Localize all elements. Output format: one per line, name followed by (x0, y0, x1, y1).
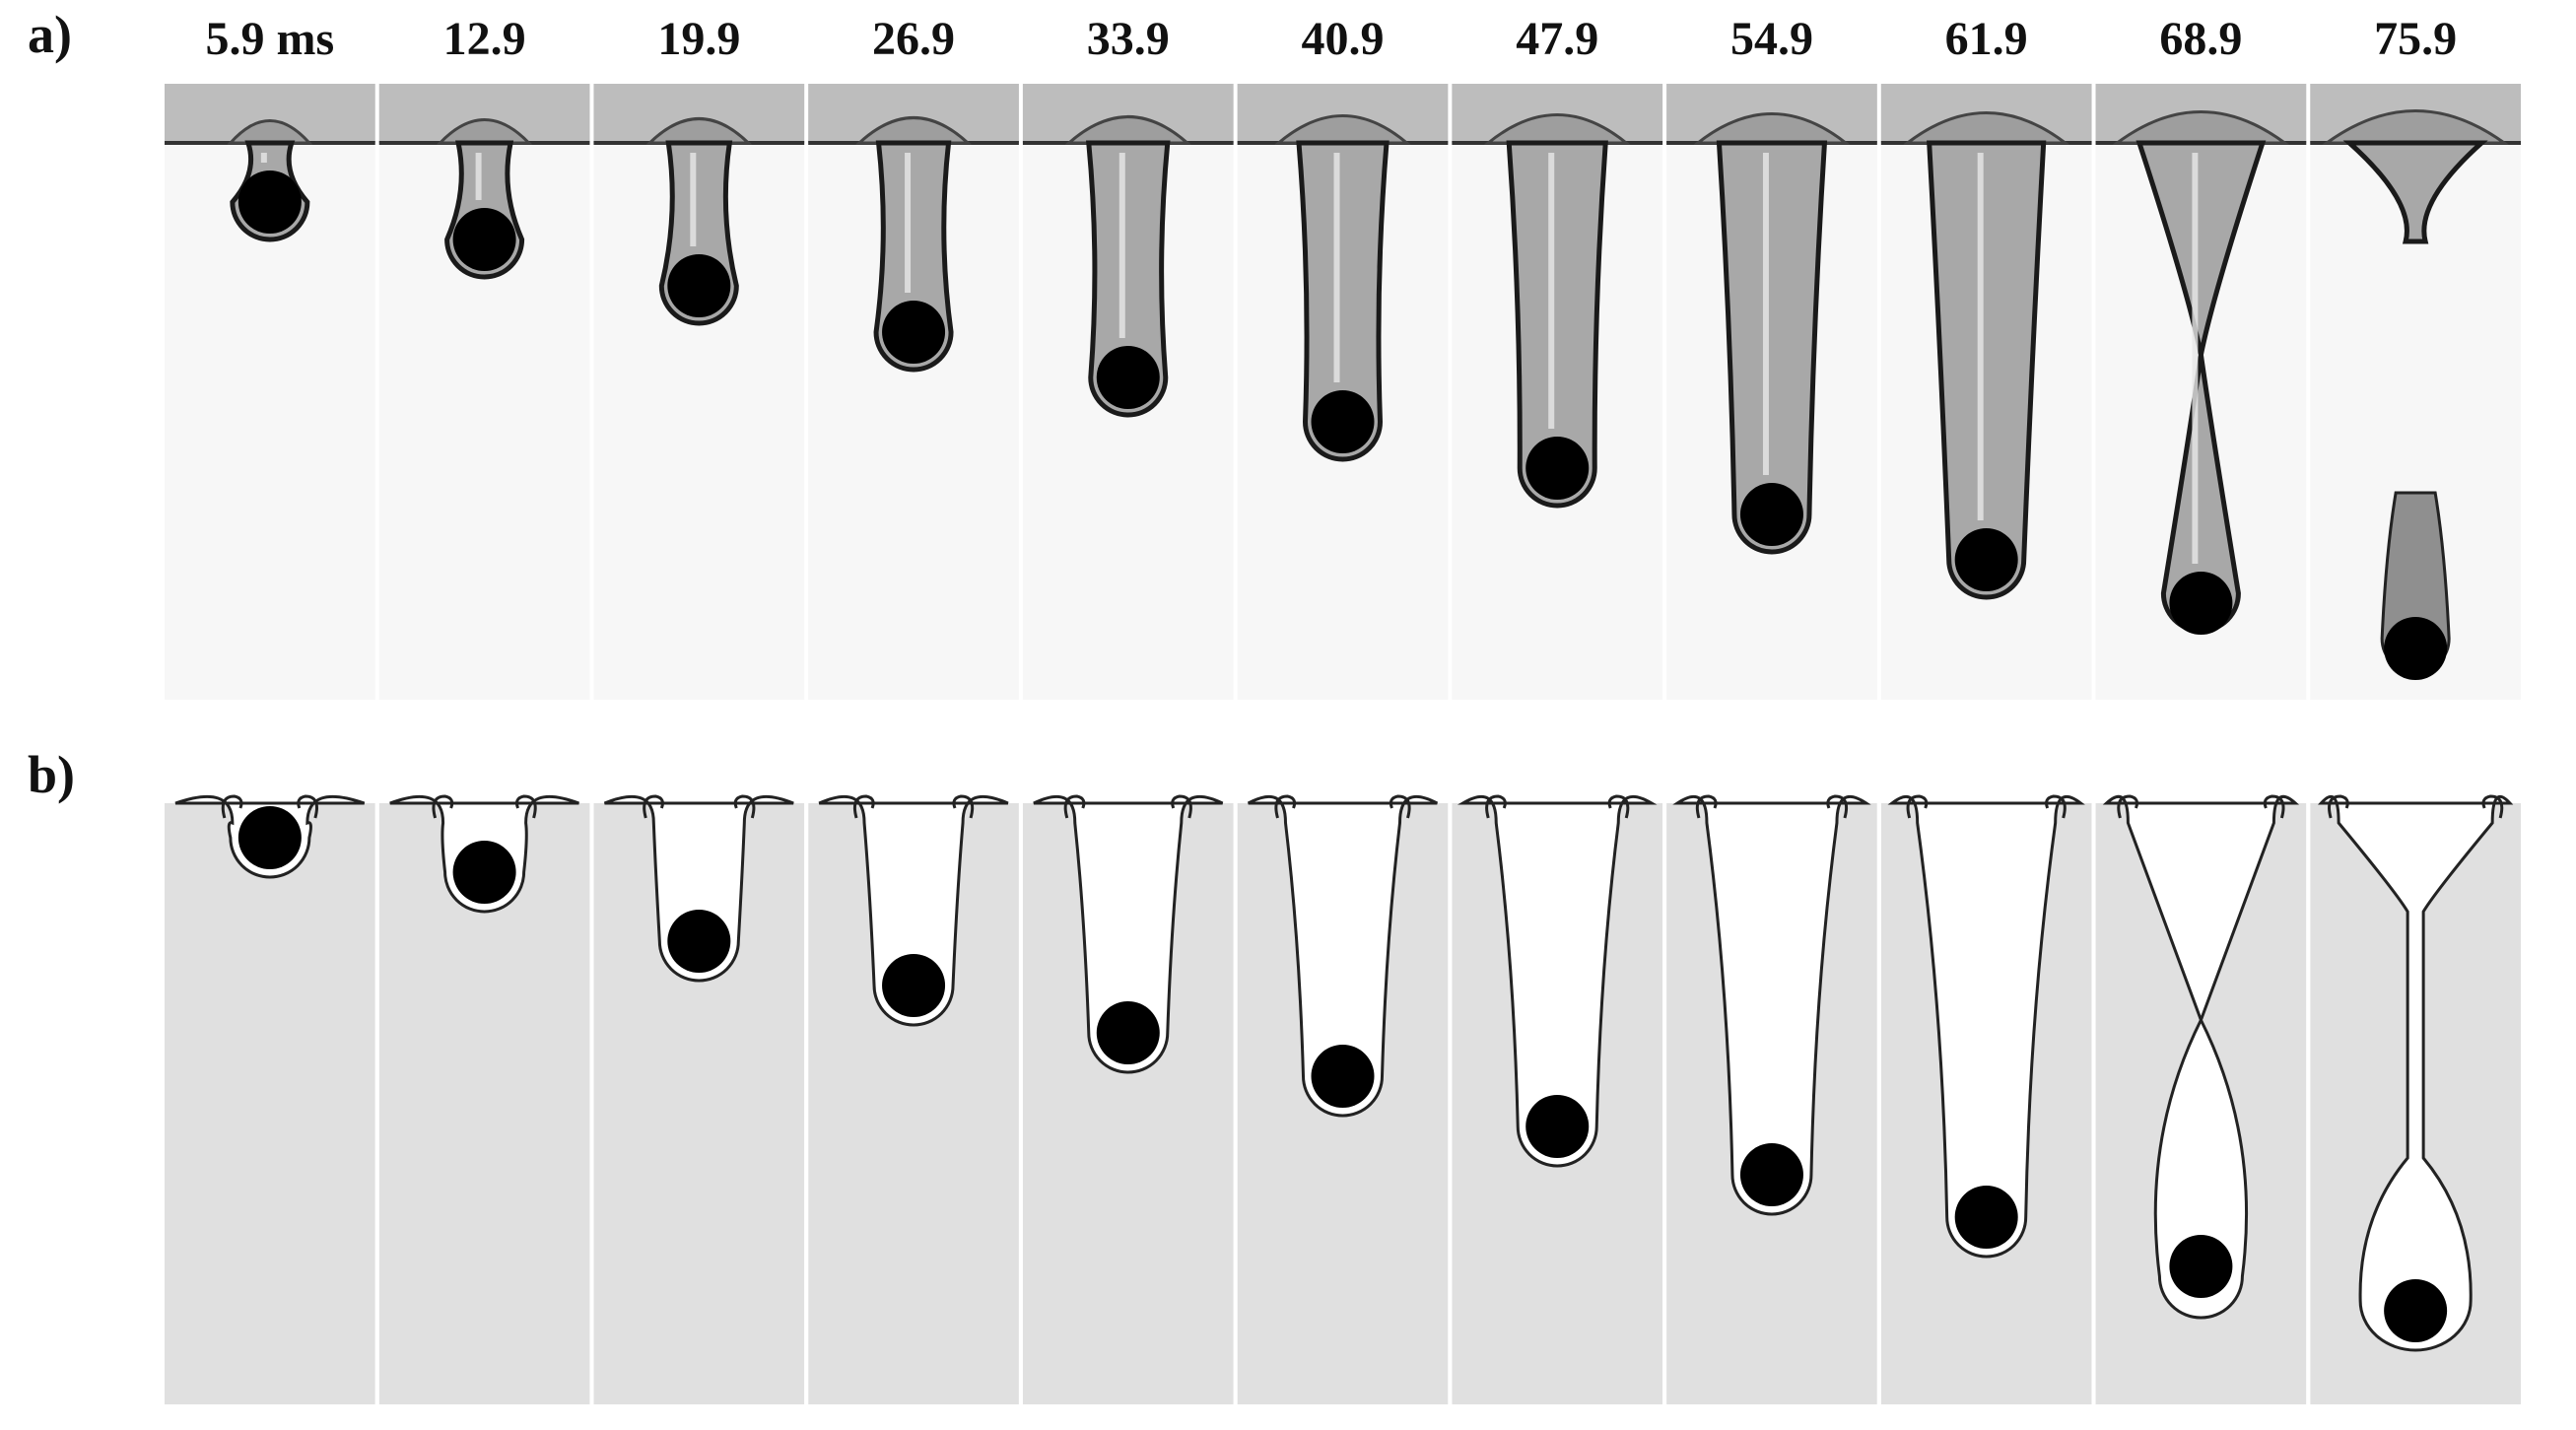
sphere (2169, 572, 2233, 635)
simulated-cavity (2102, 794, 2300, 1320)
crown-left (1485, 794, 1507, 819)
crown-right (2045, 794, 2067, 819)
crown-right (514, 794, 537, 819)
splash-dome (437, 118, 533, 145)
simulated-cavity (2317, 794, 2514, 1352)
sphere (667, 910, 731, 973)
photo-cavity (1296, 140, 1390, 462)
sphere (1739, 483, 1803, 546)
photo-cavity (2342, 140, 2488, 244)
simulated-cavity (818, 794, 1009, 1027)
splash-dome (2112, 110, 2289, 145)
splash-dome (227, 119, 313, 145)
time-label: 61.9 (1944, 13, 2028, 65)
simulated-cavity (1887, 794, 2085, 1259)
sphere (1954, 1186, 2018, 1249)
crown-left (432, 794, 454, 819)
sphere (2169, 1235, 2233, 1298)
crown-left (2117, 794, 2139, 819)
time-label: 12.9 (442, 13, 526, 65)
sphere (2384, 1279, 2448, 1342)
splash-dome (645, 117, 752, 145)
crown-left (221, 794, 243, 819)
panel-b-label: b) (28, 745, 76, 804)
sphere (452, 841, 516, 904)
time-label: 75.9 (2374, 13, 2458, 65)
crown-left (1906, 794, 1929, 819)
sphere (452, 208, 516, 271)
splash-dome (2322, 109, 2509, 145)
crown-right (2263, 794, 2285, 819)
crown-right (952, 794, 975, 819)
simulated-cavity (603, 794, 794, 983)
crown-right (733, 794, 756, 819)
sphere (1525, 1095, 1590, 1158)
sphere (667, 254, 731, 317)
crown-left (1695, 794, 1718, 819)
simulated-cavity (1033, 794, 1224, 1074)
sphere (1311, 1045, 1375, 1108)
crown-right (1389, 794, 1411, 819)
sphere (1739, 1143, 1803, 1206)
splash-dome (1484, 113, 1631, 145)
crown-right (2481, 794, 2504, 819)
sphere (1096, 1001, 1160, 1064)
sphere (237, 170, 302, 234)
time-label: 47.9 (1516, 13, 1599, 65)
sphere (1525, 437, 1590, 500)
sphere (2384, 617, 2448, 680)
time-label: 54.9 (1729, 13, 1813, 65)
crown-right (1607, 794, 1630, 819)
sphere (1096, 346, 1160, 409)
liquid-region (165, 803, 375, 1404)
crown-left (2328, 794, 2349, 819)
time-label: 33.9 (1086, 13, 1170, 65)
time-label: 19.9 (657, 13, 741, 65)
splash-dome (855, 116, 972, 145)
time-label: 40.9 (1301, 13, 1385, 65)
sphere (882, 954, 946, 1017)
photo-cavity (1086, 140, 1171, 418)
splash-dome (1064, 115, 1191, 145)
time-label: 68.9 (2159, 13, 2243, 65)
time-label: 26.9 (872, 13, 956, 65)
crown-right (1826, 794, 1849, 819)
photo-cavity (1506, 140, 1608, 509)
crown-right (1171, 794, 1192, 819)
simulated-cavity (1672, 794, 1871, 1216)
photo-cavity (1716, 140, 1828, 555)
panel-a-label: a) (28, 5, 72, 64)
sphere (1311, 390, 1375, 453)
splash-dome (1274, 114, 1411, 145)
crown-left (852, 794, 875, 819)
sphere (1954, 528, 2018, 591)
splash-dome (1903, 111, 2070, 145)
photo-cavity (1927, 140, 2047, 600)
crown-right (297, 794, 318, 819)
crown-left (643, 794, 664, 819)
simulated-cavity (1247, 794, 1439, 1118)
crown-left (1274, 794, 1297, 819)
sphere (882, 301, 946, 364)
simulated-cavity (1457, 794, 1658, 1168)
splash-dome (1693, 112, 1851, 145)
sphere (237, 806, 302, 869)
crown-left (1063, 794, 1086, 819)
time-label: 5.9 ms (205, 13, 335, 65)
